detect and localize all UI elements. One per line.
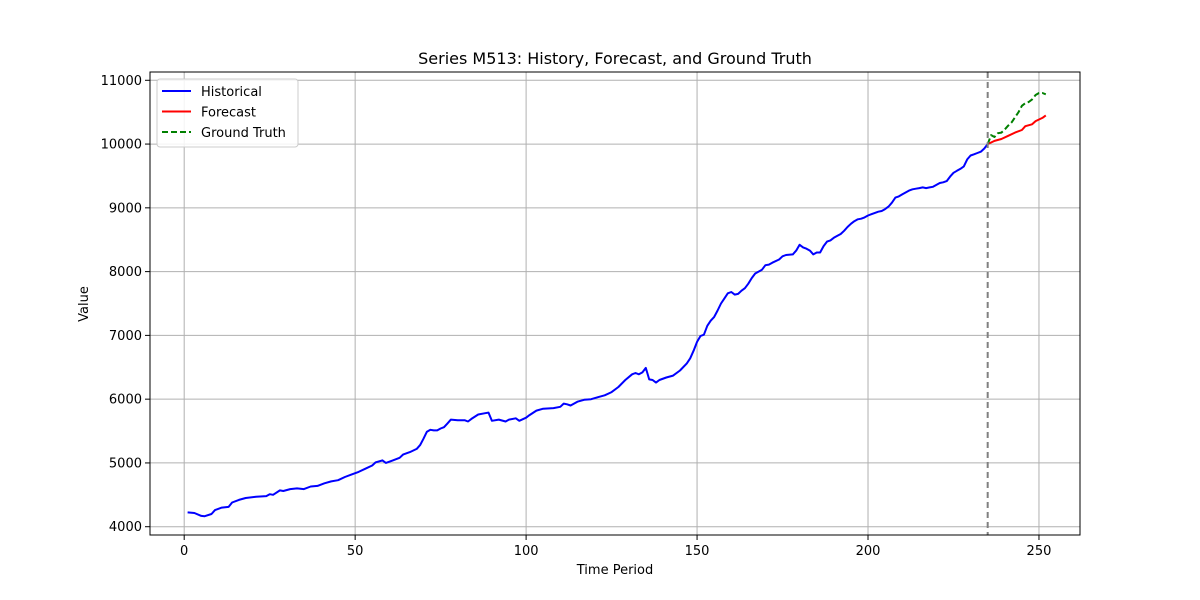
y-tick-label: 9000 (109, 201, 142, 216)
chart-title: Series M513: History, Forecast, and Grou… (418, 49, 812, 68)
legend-label: Forecast (201, 106, 256, 121)
plot-frame (149, 71, 1081, 536)
x-tick-label: 0 (180, 544, 188, 559)
x-tick-label: 200 (856, 544, 881, 559)
series-line-ground-truth (986, 92, 1047, 145)
x-axis: 0 50 100 150 200 250 (180, 535, 1051, 559)
y-tick-label: 8000 (109, 265, 142, 280)
y-axis: 4000 5000 6000 7000 8000 9000 10000 11000 (101, 74, 150, 535)
series-line-forecast (987, 114, 1047, 146)
x-tick-label: 250 (1027, 544, 1052, 559)
x-tick-label: 100 (514, 544, 539, 559)
y-tick-label: 5000 (109, 456, 142, 471)
legend-label: Ground Truth (201, 126, 286, 141)
y-tick-label: 4000 (109, 520, 142, 535)
x-tick-label: 150 (685, 544, 710, 559)
legend-box (156, 78, 299, 148)
y-tick-label: 11000 (101, 74, 142, 89)
y-tick-label: 6000 (109, 393, 142, 408)
y-tick-label: 7000 (109, 329, 142, 344)
series-line-historical (187, 143, 989, 518)
y-axis-label: Value (77, 286, 92, 322)
legend-label: Historical (201, 85, 262, 100)
y-tick-label: 10000 (101, 138, 142, 153)
x-axis-label: Time Period (576, 563, 653, 578)
series-layer (187, 92, 1047, 518)
x-tick-label: 50 (347, 544, 364, 559)
legend: Historical Forecast Ground Truth (156, 78, 299, 148)
grid (150, 72, 1080, 535)
